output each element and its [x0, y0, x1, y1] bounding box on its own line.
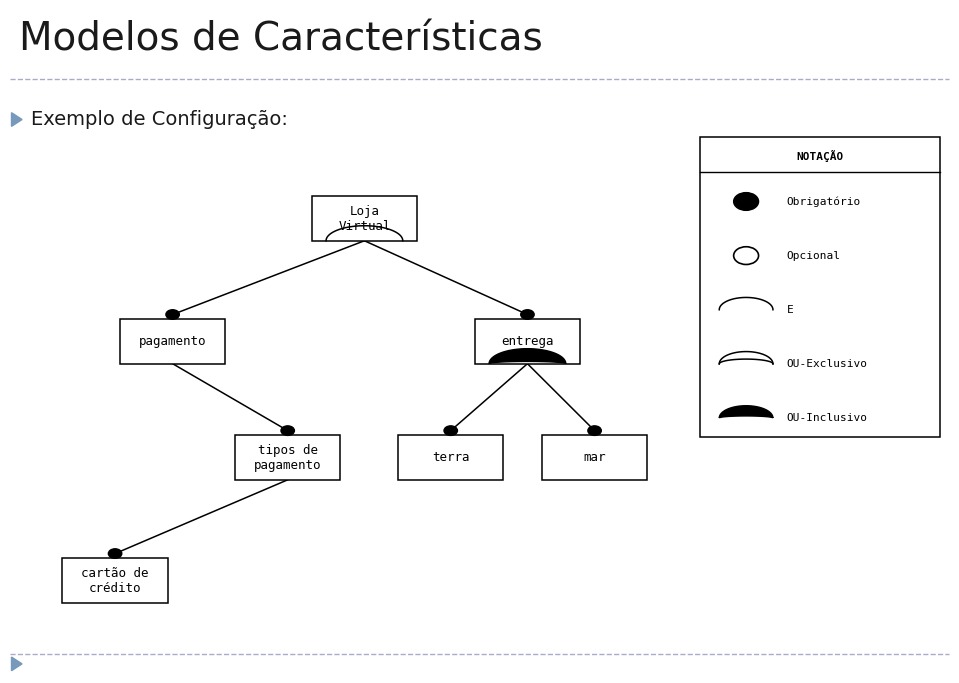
Polygon shape	[489, 349, 566, 363]
Bar	[700, 137, 940, 437]
Circle shape	[521, 310, 534, 320]
Text: cartão de
crédito: cartão de crédito	[82, 567, 149, 594]
Circle shape	[444, 426, 457, 436]
Bar	[475, 320, 580, 363]
Circle shape	[734, 247, 759, 264]
Circle shape	[281, 426, 294, 436]
Text: pagamento: pagamento	[139, 335, 206, 348]
Bar	[542, 436, 647, 479]
Text: Opcional: Opcional	[786, 251, 840, 261]
Text: Modelos de Características: Modelos de Características	[19, 20, 543, 59]
Text: Loja
Virtual: Loja Virtual	[339, 205, 390, 232]
Circle shape	[108, 549, 122, 559]
Polygon shape	[12, 113, 22, 126]
Circle shape	[166, 310, 179, 320]
Text: Exemplo de Configuração:: Exemplo de Configuração:	[31, 110, 288, 129]
Circle shape	[588, 426, 601, 436]
Text: entrega: entrega	[502, 335, 553, 348]
Bar	[62, 559, 168, 603]
Text: OU-Exclusivo: OU-Exclusivo	[786, 359, 867, 369]
Text: NOTAÇÃO: NOTAÇÃO	[796, 150, 844, 162]
Bar	[312, 196, 417, 240]
Text: Obrigatório: Obrigatório	[786, 196, 860, 207]
Bar	[398, 436, 503, 479]
Text: OU-Inclusivo: OU-Inclusivo	[786, 413, 867, 423]
Bar	[235, 436, 340, 479]
Bar	[120, 320, 225, 363]
Text: tipos de
pagamento: tipos de pagamento	[254, 444, 321, 471]
Polygon shape	[12, 657, 22, 671]
Circle shape	[734, 193, 759, 210]
Polygon shape	[719, 406, 773, 418]
Text: terra: terra	[432, 451, 470, 464]
Text: E: E	[786, 305, 793, 315]
Text: mar: mar	[583, 451, 606, 464]
